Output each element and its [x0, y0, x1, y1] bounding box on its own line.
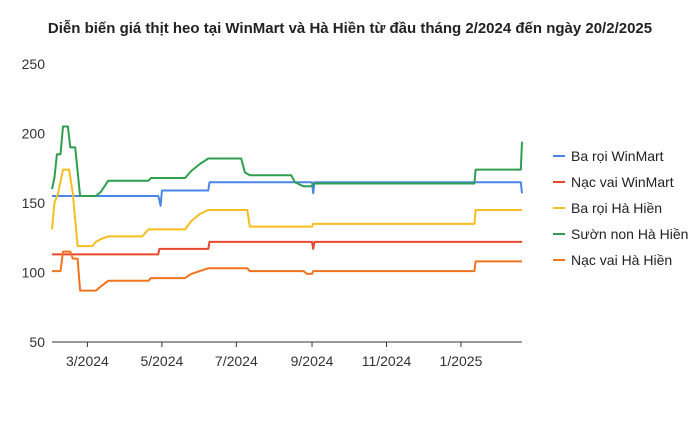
y-tick-label: 150	[22, 195, 46, 211]
legend-item: Ba rọi Hà Hiền	[553, 200, 662, 216]
legend-label: Sườn non Hà Hiền	[571, 226, 688, 242]
y-tick-label: 50	[29, 334, 45, 350]
series-line-2	[52, 240, 522, 256]
legend-item: Sườn non Hà Hiền	[553, 226, 688, 242]
series-line-1	[52, 181, 523, 207]
y-tick-label: 200	[22, 126, 46, 142]
series-line-4	[51, 125, 523, 197]
legend-item: Nạc vai WinMart	[553, 174, 674, 190]
legend-label: Nạc vai Hà Hiền	[571, 252, 672, 268]
legend-label: Nạc vai WinMart	[571, 174, 674, 190]
x-tick-label: 3/2024	[66, 353, 109, 369]
x-tick-label: 9/2024	[291, 353, 334, 369]
chart-title: Diễn biến giá thịt heo tại WinMart và Hà…	[47, 20, 653, 37]
series-layer	[51, 125, 523, 292]
legend: Ba rọi WinMart Nạc vai WinMart Ba rọi Hà H…	[553, 148, 688, 268]
x-tick-label: 1/2025	[440, 353, 483, 369]
legend-label: Ba rọi WinMart	[571, 148, 664, 164]
y-axis: 250 200 150 100 50	[22, 56, 46, 350]
x-tick-label: 11/2024	[362, 353, 412, 369]
x-axis: 3/2024 5/2024 7/2024 9/2024 11/2024 1/2025	[52, 341, 522, 369]
legend-item: Nạc vai Hà Hiền	[553, 252, 672, 268]
x-tick-label: 5/2024	[140, 353, 183, 369]
series-line-5	[52, 250, 522, 292]
legend-label: Ba rọi Hà Hiền	[571, 200, 662, 216]
y-tick-label: 250	[22, 56, 46, 72]
y-tick-label: 100	[22, 265, 46, 281]
series-line-3	[51, 168, 522, 248]
legend-item: Ba rọi WinMart	[553, 148, 664, 164]
x-tick-label: 7/2024	[215, 353, 258, 369]
